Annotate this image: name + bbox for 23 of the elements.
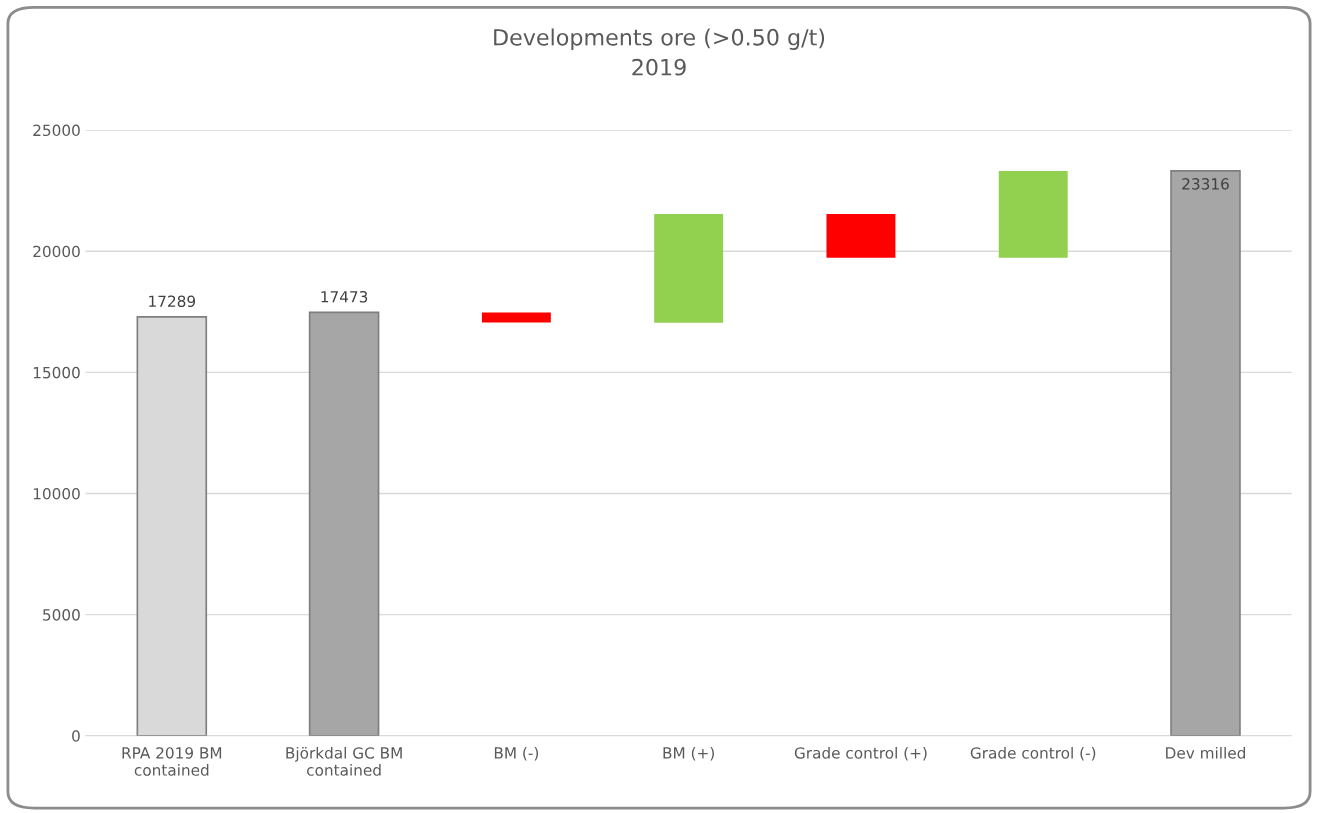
- y-tick-label: 25000: [33, 124, 80, 137]
- bar: [1170, 170, 1241, 736]
- x-tick-label: Björkdal GC BM contained: [286, 746, 402, 776]
- data-label: 23316: [1182, 178, 1229, 190]
- data-label: 17289: [149, 295, 196, 307]
- y-tick-label: 15000: [33, 366, 80, 379]
- data-label: 17473: [321, 290, 368, 303]
- y-tick-label: 5000: [43, 609, 80, 621]
- x-tick-label: Grade control (-): [970, 746, 1096, 761]
- x-tick-label: BM (+): [663, 746, 714, 761]
- x-tick-label: RPA 2019 BM contained: [122, 747, 222, 776]
- bar: [308, 311, 380, 736]
- chart-title: Developments ore (>0.50 g/t) 2019: [494, 28, 825, 76]
- bar: [826, 213, 896, 258]
- bar: [998, 170, 1068, 258]
- y-tick-label: 10000: [33, 487, 80, 500]
- y-tick-label: 0: [72, 730, 80, 742]
- x-tick-label: Grade control (+): [794, 746, 927, 761]
- x-tick-label: BM (-): [494, 746, 539, 761]
- y-tick-label: 20000: [33, 245, 80, 258]
- bar: [654, 213, 724, 323]
- x-tick-label: Dev milled: [1166, 746, 1245, 759]
- bar: [481, 312, 551, 323]
